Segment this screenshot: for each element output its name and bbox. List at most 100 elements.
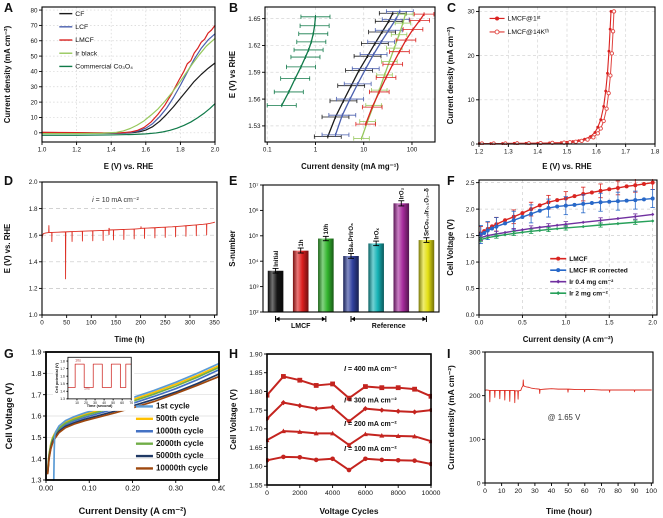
svg-text:50: 50 (111, 401, 115, 405)
svg-text:LMCF: LMCF (291, 323, 311, 330)
svg-text:1.7: 1.7 (31, 390, 41, 399)
svg-text:2000: 2000 (292, 490, 307, 497)
svg-text:10⁵: 10⁵ (249, 233, 259, 240)
panel-e-chart: Initial 1h 10h Ba₂PrIrO₆ IrOₓ IrO₂ SrCo₀.₉Ir₀.… (225, 173, 443, 346)
svg-text:Cell Voltage (V): Cell Voltage (V) (4, 383, 14, 450)
panel-a-chart: 1.0 1.2 1.4 1.6 1.8 2.0 0 10 20 30 40 50 60 70 80 E (V)… (0, 0, 225, 173)
svg-text:1.5: 1.5 (605, 319, 614, 326)
svg-text:10⁷: 10⁷ (249, 182, 259, 189)
panel-letter-b: B (229, 1, 239, 15)
svg-text:500th cycle: 500th cycle (156, 414, 200, 423)
svg-text:CF: CF (75, 11, 84, 18)
svg-text:10000: 10000 (422, 490, 441, 497)
svg-text:LMCF: LMCF (569, 256, 587, 263)
svg-text:1.6: 1.6 (29, 232, 38, 239)
bar-series (267, 200, 435, 312)
svg-text:1.2: 1.2 (72, 146, 81, 153)
svg-text:0.10: 0.10 (82, 484, 97, 493)
svg-text:Cell Voltage (V): Cell Voltage (V) (446, 219, 455, 276)
svg-text:0.0: 0.0 (475, 319, 484, 326)
svg-text:50: 50 (30, 53, 38, 60)
svg-text:Current Density (A cm⁻²): Current Density (A cm⁻²) (79, 506, 187, 516)
panel-b: B 0.1 1 10 100 1.53 1.56 1.59 1.62 1.65 Current d… (225, 0, 443, 173)
panel-b-chart: 0.1 1 10 100 1.53 1.56 1.59 1.62 1.65 Current den… (225, 0, 443, 173)
svg-text:1.5: 1.5 (60, 382, 65, 386)
svg-text:SrCo₀.₉Ir₀.₁O₃₋δ: SrCo₀.₉Ir₀.₁O₃₋δ (424, 188, 431, 236)
svg-text:LMCF@1ˢᵗ: LMCF@1ˢᵗ (508, 16, 541, 23)
svg-text:1.3: 1.3 (504, 148, 513, 155)
chart-canvas-D: 0 50 100 150 200 250 300 350 1.0 1.2 1.4 1.6 1.8 2.0 T… (3, 179, 220, 344)
panel-letter-h: H (229, 347, 239, 361)
svg-text:60: 60 (581, 488, 589, 495)
panel-letter-a: A (4, 1, 14, 15)
svg-text:8000: 8000 (391, 490, 406, 497)
axes: 0.00 0.10 0.20 0.30 0.40 1.3 1.4 1.5 1.6 1.7 1.8 1.… (4, 348, 225, 516)
svg-text:0.5: 0.5 (518, 319, 527, 326)
legend: LMCF@1ˢᵗ LMCF@14Kᵗʰ (489, 16, 550, 36)
chart-G: 0.00 0.10 0.20 0.30 0.40 1.3 1.4 1.5 1.6 1.7 1.8 1.… (4, 348, 225, 516)
annotation: @ 1.65 V (548, 413, 581, 422)
svg-text:1.3: 1.3 (60, 397, 65, 401)
svg-text:Reference: Reference (372, 323, 406, 330)
svg-text:i = 10 mA cm⁻²: i = 10 mA cm⁻² (92, 197, 139, 204)
svg-text:30: 30 (93, 401, 97, 405)
svg-text:60: 60 (120, 401, 124, 405)
axes: 0.1 1 10 100 1.53 1.56 1.59 1.62 1.65 Current den… (228, 16, 418, 171)
annotation: 10s (75, 358, 81, 362)
svg-text:1.4: 1.4 (60, 390, 65, 394)
panel-h-chart: 0 2000 4000 6000 8000 10000 1.55 1.60 1.65 1.70 1.… (225, 346, 443, 518)
panel-g-chart: 0.00 0.10 0.20 0.30 0.40 1.3 1.4 1.5 1.6 1.7 1.8 1.… (0, 346, 225, 518)
svg-text:20: 20 (467, 53, 475, 60)
svg-text:1.7: 1.7 (621, 148, 630, 155)
svg-text:LMCF: LMCF (75, 37, 94, 44)
chart-C: 1.2 1.3 1.4 1.5 1.6 1.7 1.8 0 10 20 30 E (V) vs. RH… (446, 6, 660, 171)
annotation: I = 100 mA cm⁻² (344, 446, 397, 453)
annotation: i = 10 mA cm⁻² (92, 197, 139, 204)
svg-text:0: 0 (265, 490, 269, 497)
svg-text:40: 40 (548, 488, 556, 495)
svg-text:1.5: 1.5 (563, 148, 572, 155)
svg-text:1.62: 1.62 (248, 43, 261, 50)
svg-text:Current density (mA cm⁻²): Current density (mA cm⁻²) (446, 365, 456, 470)
svg-text:10000th cycle: 10000th cycle (156, 464, 209, 473)
chart-A: 1.0 1.2 1.4 1.6 1.8 2.0 0 10 20 30 40 50 60 70 80 E (V)… (3, 6, 220, 171)
svg-text:Current density (A cm⁻²): Current density (A cm⁻²) (523, 335, 614, 344)
series-Commercial Co₃O₄ (41, 103, 216, 136)
chart-I: 0 10 20 30 40 50 60 70 80 90 100 0 100 200 300 Time (ho… (446, 349, 657, 516)
svg-text:350: 350 (209, 319, 220, 326)
svg-text:20: 20 (84, 401, 88, 405)
svg-text:LMCF@14Kᵗʰ: LMCF@14Kᵗʰ (508, 29, 550, 36)
panel-f-chart: 0.0 0.5 1.0 1.5 2.0 0.0 0.5 1.0 1.5 2.0 2.5 Current… (443, 173, 663, 346)
svg-text:0: 0 (34, 130, 38, 137)
series-1st cycle (52, 362, 220, 481)
svg-text:4000: 4000 (325, 490, 340, 497)
svg-text:30: 30 (531, 488, 539, 495)
axes: 1.0 1.2 1.4 1.6 1.8 2.0 0 10 20 30 40 50 60 70 80 E (V)… (3, 7, 220, 171)
svg-text:200: 200 (135, 319, 146, 326)
svg-text:1.90: 1.90 (249, 351, 262, 358)
svg-text:0.30: 0.30 (168, 484, 183, 493)
svg-text:1.4: 1.4 (29, 259, 38, 266)
svg-text:60: 60 (30, 38, 38, 45)
panel-i: I 0 10 20 30 40 50 60 70 80 90 100 0 100 200 300 Time (… (443, 346, 663, 518)
series-I = 100 mA cm⁻² (266, 454, 432, 473)
svg-text:1.5: 1.5 (31, 433, 41, 442)
panel-i-chart: 0 10 20 30 40 50 60 70 80 90 100 0 100 200 300 Time (ho… (443, 346, 663, 518)
svg-text:1.6: 1.6 (141, 146, 150, 153)
svg-text:Time (hour): Time (hour) (546, 506, 592, 516)
svg-text:Time (h): Time (h) (114, 335, 145, 344)
svg-text:1000th cycle: 1000th cycle (156, 426, 204, 435)
svg-text:0.00: 0.00 (39, 484, 54, 493)
svg-text:10⁶: 10⁶ (249, 208, 259, 215)
svg-text:10: 10 (75, 401, 79, 405)
svg-text:1.8: 1.8 (31, 369, 41, 378)
svg-text:I = 400 mA cm⁻²: I = 400 mA cm⁻² (344, 366, 397, 373)
svg-text:0.0: 0.0 (466, 312, 475, 319)
series-Commercial Co₃O₄ (266, 14, 331, 108)
svg-text:1st cycle: 1st cycle (156, 402, 190, 411)
svg-text:1.6: 1.6 (31, 412, 41, 421)
svg-text:1.59: 1.59 (248, 69, 261, 76)
series-voltage square wave (67, 363, 132, 388)
svg-text:E (V) vs. RHE: E (V) vs. RHE (542, 162, 591, 171)
